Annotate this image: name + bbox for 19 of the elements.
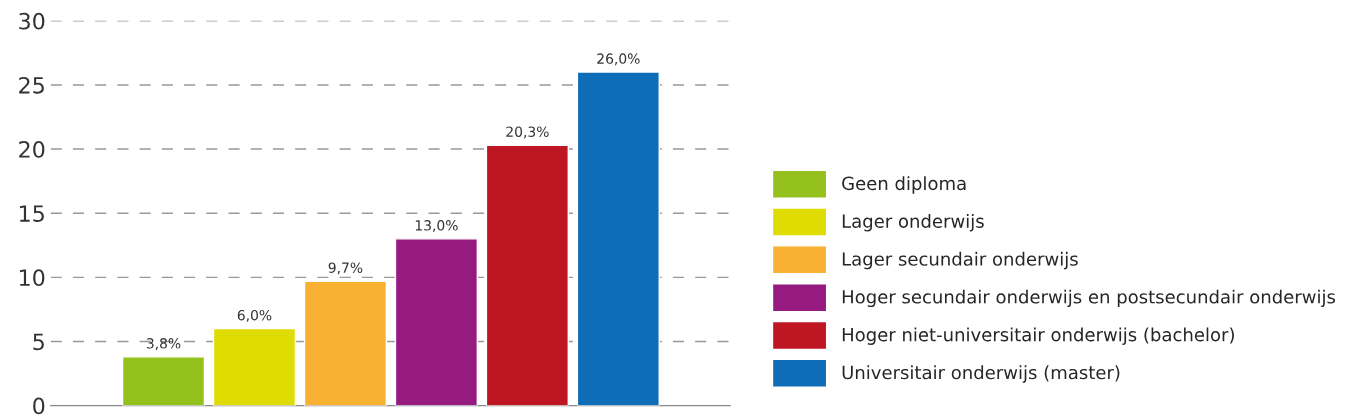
data-label: 6,0% <box>237 309 272 322</box>
legend-label: Lager onderwijs <box>842 213 984 232</box>
y-tick-label: 5 <box>33 333 44 351</box>
data-label: 20,3% <box>506 126 549 139</box>
y-tick-label: 25 <box>19 76 44 94</box>
y-tick-label: 20 <box>19 141 45 158</box>
data-label: 3,8% <box>146 338 181 351</box>
y-tick-label: 10 <box>19 269 45 287</box>
y-tick-label: 15 <box>19 205 44 222</box>
legend-label: Universitair onderwijs (master) <box>842 365 1120 383</box>
data-label: 13,0% <box>415 220 458 233</box>
legend-label: Hoger secundair onderwijs en postsecundair onderwijs <box>842 289 1336 308</box>
legend-label: Geen diploma <box>842 176 966 194</box>
data-label: 9,7% <box>328 262 363 275</box>
legend-label: Hoger niet-universitair onderwijs (bachelor) <box>842 327 1234 345</box>
y-tick-label: 0 <box>33 397 45 415</box>
data-label: 26,0% <box>597 53 640 66</box>
y-tick-label: 30 <box>19 12 45 30</box>
legend-label: Lager secundair onderwijs <box>842 251 1078 270</box>
